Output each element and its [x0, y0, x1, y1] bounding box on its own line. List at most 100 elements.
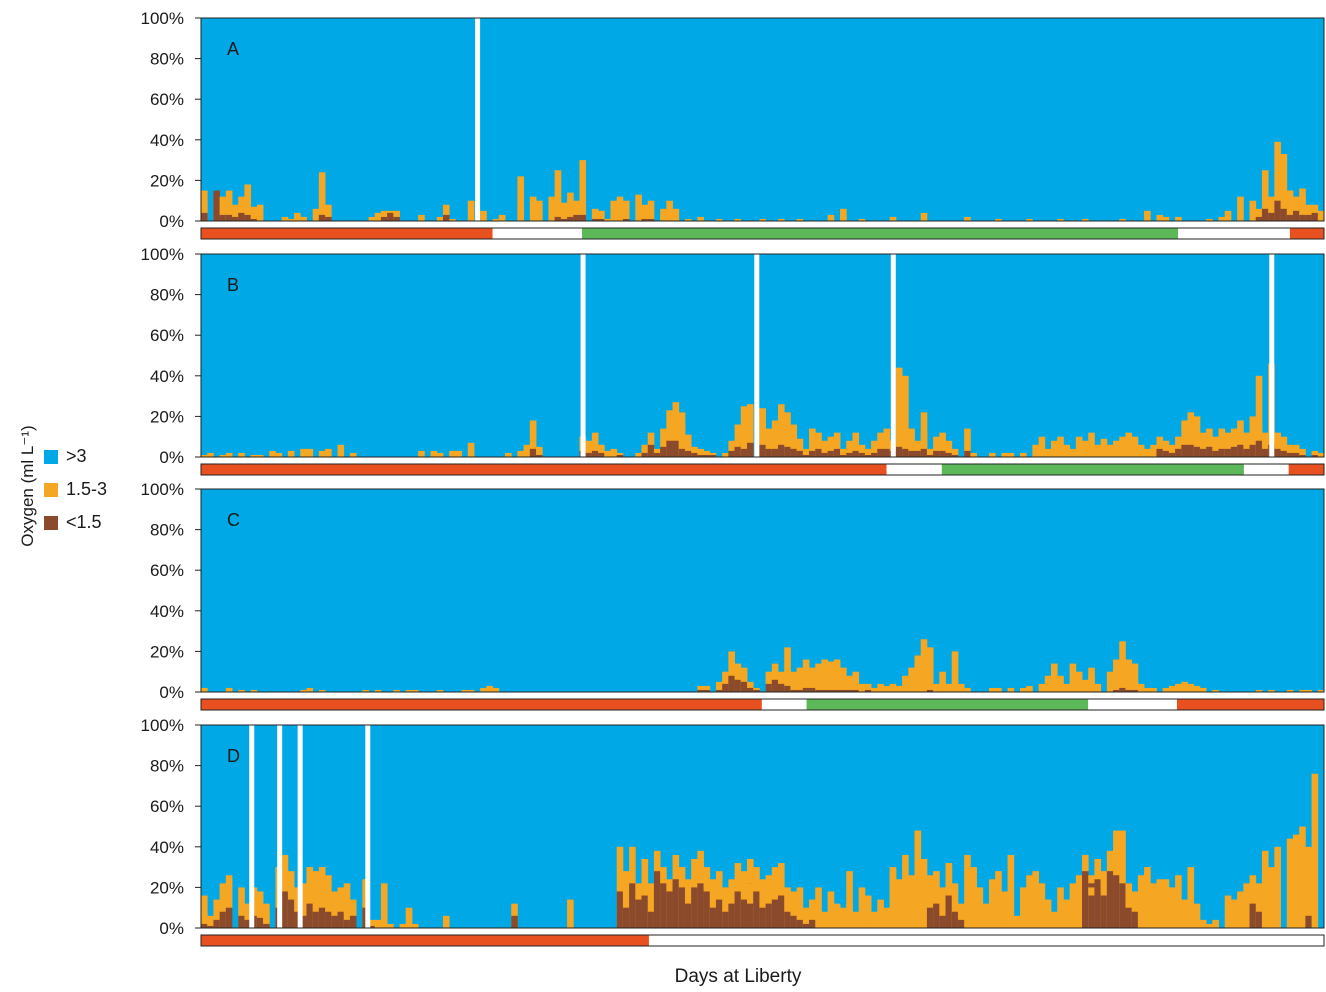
panel-c-bar-mid-4	[300, 689, 307, 692]
panel-d-bar-mid-64	[765, 875, 773, 928]
panel-d-bar-mid-76	[840, 907, 847, 928]
panel-c-bar-mid-23	[734, 663, 742, 692]
panel-d-bar-mid-3	[213, 899, 221, 928]
panel-a-bar-mid-54	[641, 204, 649, 221]
panel-a-bar-mid-27	[393, 210, 400, 221]
panel-c-bar-mid-65	[995, 687, 1002, 692]
panel-d-bar-low-63	[759, 907, 767, 928]
panel-a-bar-low-26	[387, 212, 394, 221]
panel-a-bar-mid-33	[480, 210, 487, 221]
panel-b-bar-low-48	[709, 454, 717, 457]
panel-a-bar-mid-60	[697, 216, 704, 221]
panel-c-ytick-0: 0%	[159, 683, 184, 702]
panel-b-bar-mid-22	[505, 452, 512, 457]
panel-a-strip-frame	[200, 227, 1325, 240]
panel-d-bar-low-53	[703, 891, 711, 928]
panel-c-bar-mid-47	[864, 683, 872, 692]
panel-d-bar-mid-86	[889, 867, 897, 928]
panel-c-bar-mid-76	[1082, 679, 1089, 692]
panel-d-bar-mid-115	[1051, 911, 1058, 928]
panel-d-bar-low-94	[933, 903, 940, 928]
panel-b-bar-mid-111	[1125, 432, 1133, 457]
panel-c-bar-mid-78	[1088, 675, 1095, 692]
panel-b-bar-low-131	[1243, 448, 1250, 457]
panel-c-bar-mid-57	[926, 647, 934, 692]
panel-b-label: B	[227, 275, 239, 295]
panel-d-bar-low-42	[641, 895, 649, 928]
panel-a-bar-mid-69	[858, 218, 866, 221]
panel-c-label: C	[227, 510, 240, 530]
panel-c-bar-mid-46	[858, 683, 866, 692]
panel-b-bar-mid-25	[529, 420, 537, 457]
panel-a-bar-mid-23	[368, 216, 376, 221]
panel-b-bar-mid-115	[1150, 444, 1157, 457]
panel-d-bar-mid-138	[1175, 875, 1182, 928]
panel-b-bar-low-68	[833, 448, 841, 457]
panel-c-bar-mid-7	[362, 689, 369, 692]
panel-d-bar-low-8	[244, 919, 252, 928]
panel-a-bar-low-55	[647, 218, 655, 221]
panel-d-bar-mid-54	[709, 879, 717, 928]
panel-a-bar-mid-72	[964, 216, 971, 221]
legend-item-mid: 1.5-3	[44, 473, 107, 506]
panel-b-strip-segment-0	[201, 464, 887, 475]
panel-b-bar-mid-19	[449, 450, 456, 457]
panel-a-bar-mid-19	[312, 208, 320, 221]
panel-b-bar-mid-43	[678, 412, 686, 457]
panel-d-bar-mid-117	[1063, 899, 1071, 928]
panel-d-bar-mid-136	[1162, 879, 1170, 928]
panel-b-bar-mid-110	[1119, 436, 1126, 457]
panel-c-bar-mid-9	[393, 689, 400, 692]
panel-a-bar-mid-51	[616, 196, 624, 221]
panel-d-bar-mid-16	[294, 887, 301, 928]
panel-b-bar-mid-86	[933, 436, 940, 457]
panel-b-strip-segment-3	[1243, 464, 1289, 475]
panel-b-bar-mid-102	[1069, 448, 1077, 457]
panel-a-bar-low-7	[232, 216, 239, 221]
panel-a-bar-low-1	[201, 212, 208, 221]
panel-b-bar-mid-137	[1274, 432, 1281, 457]
panel-d-ytick-3: 60%	[150, 797, 184, 816]
panel-d-bar-mid-80	[858, 887, 866, 928]
panel-a-bar-mid-70	[889, 216, 897, 221]
panel-d-bar-mid-8	[244, 903, 252, 928]
panel-b-bar-mid-54	[746, 404, 754, 457]
panel-a-bar-low-21	[318, 214, 326, 221]
panel-d-bar-mid-143	[1206, 923, 1213, 928]
panel-d-bar-low-49	[678, 887, 686, 928]
panel-b-bar-mid-126	[1212, 436, 1219, 457]
panel-a-bar-mid-57	[666, 200, 673, 221]
panel-b-bar-mid-0	[201, 454, 208, 457]
panel-d-bar-low-28	[368, 925, 376, 928]
panel-a-bar-mid-65	[796, 218, 804, 221]
panel-b-bar-mid-52	[740, 406, 748, 457]
panel-b-bar-mid-107	[1100, 438, 1108, 457]
panel-d-bar-low-39	[622, 907, 630, 928]
panel-d-bar-mid-152	[1261, 850, 1269, 928]
panel-d-bar-mid-68	[790, 891, 798, 928]
panel-b-bar-mid-50	[728, 440, 735, 457]
panel-a-bar-mid-85	[1237, 196, 1244, 221]
panel-c-bar-mid-71	[1051, 663, 1058, 692]
panel-a-ytick-0: 0%	[159, 212, 184, 231]
panel-d-bar-low-41	[635, 899, 642, 928]
panel-d-bar-mid-144	[1212, 919, 1219, 928]
panel-c-bar-low-26	[746, 687, 754, 692]
panel-b-bar-mid-11	[306, 448, 314, 457]
panel-b-bar-mid-2	[219, 454, 227, 457]
panel-b-bar-mid-141	[1299, 448, 1306, 457]
panel-a-bar-low-47	[591, 218, 599, 221]
panel-c-bar-mid-38	[815, 663, 822, 692]
panel-d-bar-mid-107	[1007, 854, 1015, 928]
panel-a-bar-mid-66	[827, 214, 835, 221]
panel-a-ytick-2: 40%	[150, 131, 184, 150]
panel-d-bar-mid-113	[1038, 883, 1046, 928]
panel-b-bar-mid-89	[951, 448, 959, 457]
panel-b-bar-low-87	[939, 450, 946, 457]
panel-a-bar-mid-52	[622, 200, 630, 221]
panel-d-bar-low-64	[765, 903, 773, 928]
panel-d-bar-mid-153	[1268, 867, 1275, 928]
panel-c-bar-mid-54	[908, 667, 915, 692]
panel-a-bar-mid-50	[610, 200, 618, 221]
panel-b-bar-mid-93	[1001, 452, 1008, 457]
